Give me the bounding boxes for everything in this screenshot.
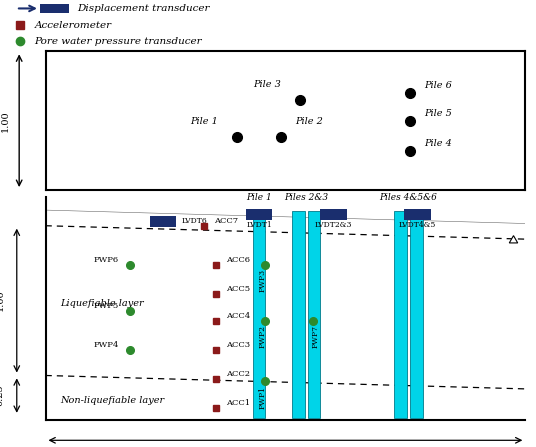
Text: ACC1: ACC1 xyxy=(226,399,250,407)
Bar xyxy=(404,209,430,220)
Text: PWP6: PWP6 xyxy=(94,256,119,264)
Text: Non-liquefiable layer: Non-liquefiable layer xyxy=(60,396,164,405)
Text: LVDT1: LVDT1 xyxy=(246,221,272,229)
Text: Piles 2&3: Piles 2&3 xyxy=(284,193,329,202)
Bar xyxy=(246,209,272,220)
Text: ACC6: ACC6 xyxy=(226,256,250,264)
Text: 1.00: 1.00 xyxy=(1,110,10,131)
Text: 0.25: 0.25 xyxy=(0,385,5,406)
Text: PWP2: PWP2 xyxy=(259,325,267,348)
Text: LVDT2&3: LVDT2&3 xyxy=(315,221,352,229)
Text: ACC5: ACC5 xyxy=(226,285,250,293)
Text: PWP1: PWP1 xyxy=(259,385,267,409)
Text: Liquefiable layer: Liquefiable layer xyxy=(60,299,144,308)
Text: Accelerometer: Accelerometer xyxy=(34,21,111,30)
Bar xyxy=(394,211,407,418)
Text: Pile 2: Pile 2 xyxy=(295,117,323,126)
Text: PWP3: PWP3 xyxy=(259,269,267,292)
Text: ACC2: ACC2 xyxy=(226,370,250,378)
Text: Pile 6: Pile 6 xyxy=(425,81,452,90)
Text: Pile 1: Pile 1 xyxy=(190,117,218,126)
Text: 1.00: 1.00 xyxy=(0,290,5,312)
Text: LVDT4&5: LVDT4&5 xyxy=(399,221,436,229)
Text: LVDT6: LVDT6 xyxy=(181,217,207,225)
Bar xyxy=(253,211,265,418)
Bar xyxy=(292,211,304,418)
Text: Pile 5: Pile 5 xyxy=(425,109,452,118)
Bar xyxy=(40,4,69,13)
Bar xyxy=(410,211,422,418)
Text: Pile 4: Pile 4 xyxy=(425,139,452,148)
Bar xyxy=(150,215,176,227)
Text: Pile 3: Pile 3 xyxy=(253,80,281,89)
Text: Pile 1: Pile 1 xyxy=(246,193,272,202)
Text: Pore water pressure transducer: Pore water pressure transducer xyxy=(34,37,202,46)
Text: PWP5: PWP5 xyxy=(94,302,119,309)
Text: ACC7: ACC7 xyxy=(214,217,239,224)
Text: PWP7: PWP7 xyxy=(311,325,319,348)
Text: Displacement transducer: Displacement transducer xyxy=(77,4,210,13)
Text: Piles 4&5&6: Piles 4&5&6 xyxy=(379,193,437,202)
Bar xyxy=(320,209,347,220)
Text: ACC3: ACC3 xyxy=(226,341,250,349)
Text: ACC4: ACC4 xyxy=(226,312,251,320)
Bar xyxy=(308,211,321,418)
Text: PWP4: PWP4 xyxy=(94,341,119,349)
